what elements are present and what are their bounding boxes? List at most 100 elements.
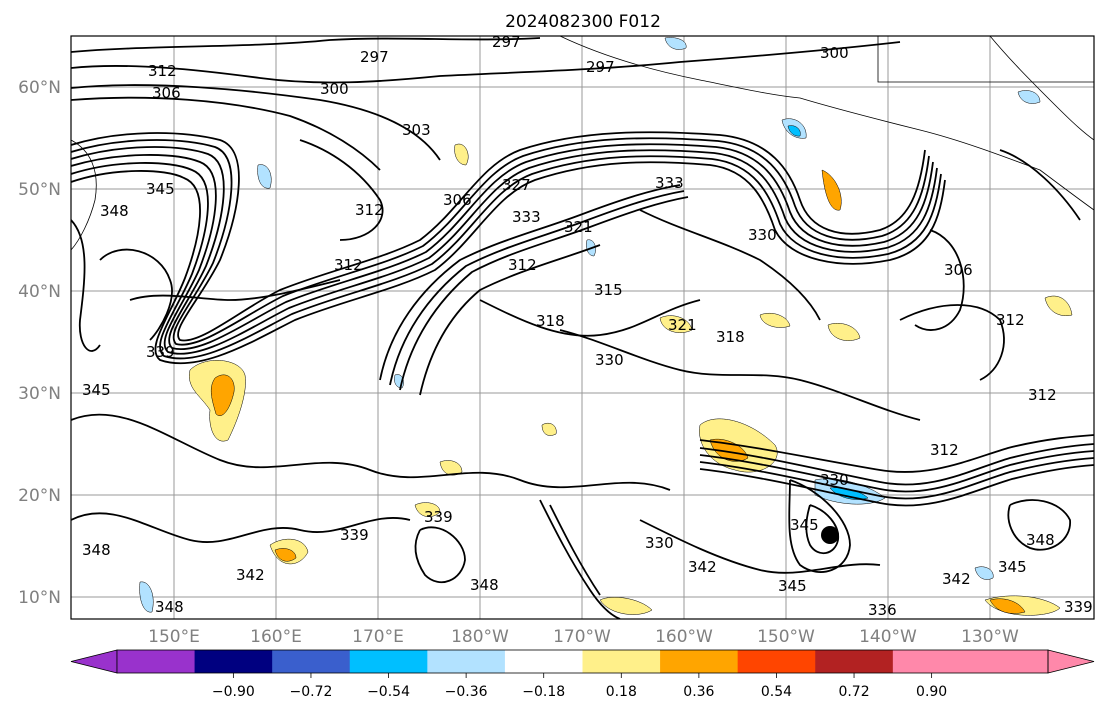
colorbar-tick-label: 0.36 xyxy=(683,684,714,700)
contour-label: 312 xyxy=(996,311,1025,329)
contour-label: 345 xyxy=(778,577,807,595)
contour-line xyxy=(379,184,681,381)
colorbar-tick-label: −0.36 xyxy=(445,684,488,700)
contours xyxy=(71,37,1094,619)
colorbar-segment xyxy=(504,650,583,673)
contour-label: 306 xyxy=(944,261,973,279)
contour-label: 321 xyxy=(564,218,593,236)
contour-label: 297 xyxy=(492,33,521,51)
contour-line xyxy=(129,279,341,301)
contour-line xyxy=(99,248,173,341)
colorbar-segment xyxy=(815,650,894,673)
shade-positive-14 xyxy=(414,502,441,517)
contour-label: 345 xyxy=(82,381,111,399)
colorbar-segment xyxy=(427,650,506,673)
contour-label: 297 xyxy=(586,58,615,76)
contour-label: 342 xyxy=(236,566,265,584)
graticule xyxy=(71,36,1094,619)
contour-line xyxy=(71,96,381,171)
lat-label: 10°N xyxy=(18,588,61,608)
contour-line xyxy=(914,229,965,331)
contour-line xyxy=(559,329,921,421)
shade-positive-15 xyxy=(599,597,653,615)
lat-label: 30°N xyxy=(18,384,61,404)
shade-positive-6 xyxy=(454,143,469,166)
contour-line xyxy=(299,139,384,241)
lon-label: 130°W xyxy=(961,627,1019,647)
colorbar-segment xyxy=(194,650,273,673)
contour-line xyxy=(399,196,689,391)
contour-line xyxy=(71,41,901,84)
contour-line xyxy=(71,512,411,543)
colorbar-extend-high xyxy=(1047,649,1095,674)
contour-label: 312 xyxy=(1028,386,1057,404)
colorbar-segment xyxy=(970,650,1049,673)
contour-line xyxy=(539,499,621,619)
coastline-canada xyxy=(989,36,1094,141)
colorbar-segment xyxy=(660,650,739,673)
contour-line xyxy=(71,37,541,53)
lon-label: 140°W xyxy=(859,627,917,647)
contour-label: 312 xyxy=(334,256,363,274)
contour-label: 318 xyxy=(716,328,745,346)
lat-label: 20°N xyxy=(18,486,61,506)
contour-line xyxy=(389,190,685,386)
contour-label: 330 xyxy=(748,226,777,244)
contour-label: 348 xyxy=(1026,531,1055,549)
contour-label: 339 xyxy=(340,526,369,544)
contour-label: 306 xyxy=(152,84,181,102)
shade-positive-18 xyxy=(759,312,791,328)
colorbar-segment xyxy=(737,650,816,673)
contour-line xyxy=(71,131,926,342)
shade-negative-4 xyxy=(787,125,801,137)
contour-label: 336 xyxy=(868,601,897,619)
longitude-labels: 150°E 160°E 170°E 180°W 170°W 160°W 150°… xyxy=(148,627,1019,647)
contour-line xyxy=(549,504,601,596)
colorbar-tick-label: 0.72 xyxy=(838,684,869,700)
contour-line xyxy=(1007,499,1071,551)
colorbar-tick-label: −0.72 xyxy=(290,684,333,700)
shade-negative-8 xyxy=(974,566,994,580)
shade-positive-2 xyxy=(210,374,235,416)
contour-line xyxy=(419,244,601,396)
contour-label: 306 xyxy=(443,191,472,209)
contour-label: 333 xyxy=(512,208,541,226)
contour-line xyxy=(805,504,839,554)
contour-line xyxy=(71,137,930,346)
shade-negative-9 xyxy=(257,164,272,189)
contour-line xyxy=(699,443,1094,486)
contour-line xyxy=(71,155,942,360)
contour-label: 330 xyxy=(645,534,674,552)
contour-label: 333 xyxy=(655,174,684,192)
contour-label: 312 xyxy=(148,62,177,80)
figure-title: 2024082300 F012 xyxy=(505,12,661,32)
contour-label: 300 xyxy=(320,80,349,98)
colorbar-outline xyxy=(116,649,1049,674)
colorbar-tick-label: −0.90 xyxy=(212,684,255,700)
contour-label-layer: 297 297 297 300 300 306 312 303 312 345 … xyxy=(82,33,1093,619)
coastline-alaska xyxy=(559,36,1094,211)
colorbar-tick-label: 0.90 xyxy=(916,684,947,700)
contour-label: 303 xyxy=(402,121,431,139)
contour-line xyxy=(71,149,938,355)
shade-negative-6 xyxy=(1017,90,1041,104)
colorbar-tick-label: −0.18 xyxy=(522,684,565,700)
contour-label: 339 xyxy=(1064,598,1093,616)
contour-label: 342 xyxy=(688,558,717,576)
contour-line xyxy=(699,464,1094,507)
colorbar: −0.90 −0.72 −0.54 −0.36 −0.18 0.18 0.36 0.54 0.7… xyxy=(70,649,1095,700)
colorbar-segment xyxy=(349,650,428,673)
contour-label: 318 xyxy=(536,312,565,330)
contour-label: 312 xyxy=(508,256,537,274)
contour-line xyxy=(699,450,1094,493)
contour-label: 339 xyxy=(146,343,175,361)
contour-line xyxy=(639,209,821,321)
lat-label: 60°N xyxy=(18,78,61,98)
colorbar-segment xyxy=(892,650,971,673)
shade-positive-5 xyxy=(821,169,842,211)
contour-label: 330 xyxy=(820,471,849,489)
shade-positive-12 xyxy=(827,322,861,341)
contour-label: 348 xyxy=(82,541,111,559)
colorbar-segment xyxy=(272,650,351,673)
